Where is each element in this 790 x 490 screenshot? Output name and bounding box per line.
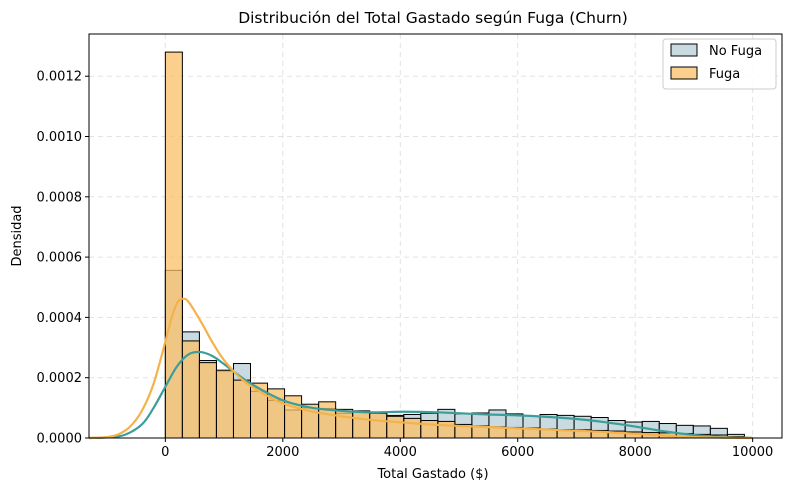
plot-frame — [88, 33, 783, 439]
kde-curve-fuga — [88, 297, 753, 440]
bar-fuga-16 — [437, 420, 456, 439]
x-tick-label: 2000 — [266, 445, 299, 460]
bar-fuga-2 — [198, 362, 217, 439]
bar-fuga-1 — [181, 340, 200, 439]
chart-title: Distribución del Total Gastado según Fug… — [238, 9, 628, 27]
legend-label-fuga: Fuga — [709, 67, 740, 82]
y-tick-label: 0.0006 — [37, 251, 83, 266]
legend: No Fuga Fuga — [662, 38, 777, 90]
legend-label-no-fuga: No Fuga — [709, 44, 762, 59]
x-tick-label: 10000 — [732, 445, 773, 460]
x-axis-title: Total Gastado ($) — [376, 467, 488, 482]
x-tick-label: 6000 — [501, 445, 534, 460]
y-tick-label: 0.0008 — [37, 190, 83, 205]
kde-curve-no-fuga — [88, 350, 753, 440]
legend-swatch-no-fuga — [670, 43, 698, 57]
bar-fuga-9 — [318, 401, 337, 439]
kde-curves — [88, 297, 753, 440]
bar-fuga-13 — [386, 415, 405, 439]
y-tick-label: 0.0004 — [37, 311, 83, 326]
bar-fuga-3 — [215, 369, 234, 439]
bar-fuga-12 — [369, 412, 388, 439]
bar-fuga-11 — [352, 410, 371, 439]
y-tick-label: 0.0000 — [37, 432, 83, 447]
axis-ticks: 0 2000 4000 6000 8000 10000 0.0000 0.0002 0.0004… — [37, 70, 774, 460]
y-tick-label: 0.0002 — [37, 371, 83, 386]
legend-swatch-fuga — [670, 66, 698, 80]
bar-fuga-10 — [335, 408, 354, 439]
y-tick-label: 0.0012 — [37, 70, 83, 85]
x-tick-label: 8000 — [619, 445, 652, 460]
x-tick-label: 4000 — [384, 445, 417, 460]
x-tick-label: 0 — [161, 445, 169, 460]
bar-fuga-14 — [403, 417, 422, 439]
y-axis-title: Densidad — [10, 205, 25, 266]
bar-fuga-4 — [232, 379, 252, 439]
y-tick-label: 0.0010 — [37, 130, 83, 145]
